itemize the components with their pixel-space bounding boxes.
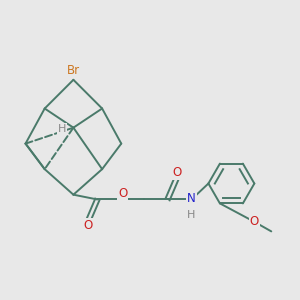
Text: H: H (187, 210, 196, 220)
Text: H: H (58, 124, 66, 134)
Text: O: O (250, 215, 259, 228)
Text: Br: Br (67, 64, 80, 77)
Text: N: N (187, 192, 196, 205)
Text: O: O (118, 187, 128, 200)
Text: O: O (172, 166, 182, 179)
Text: O: O (83, 219, 92, 232)
